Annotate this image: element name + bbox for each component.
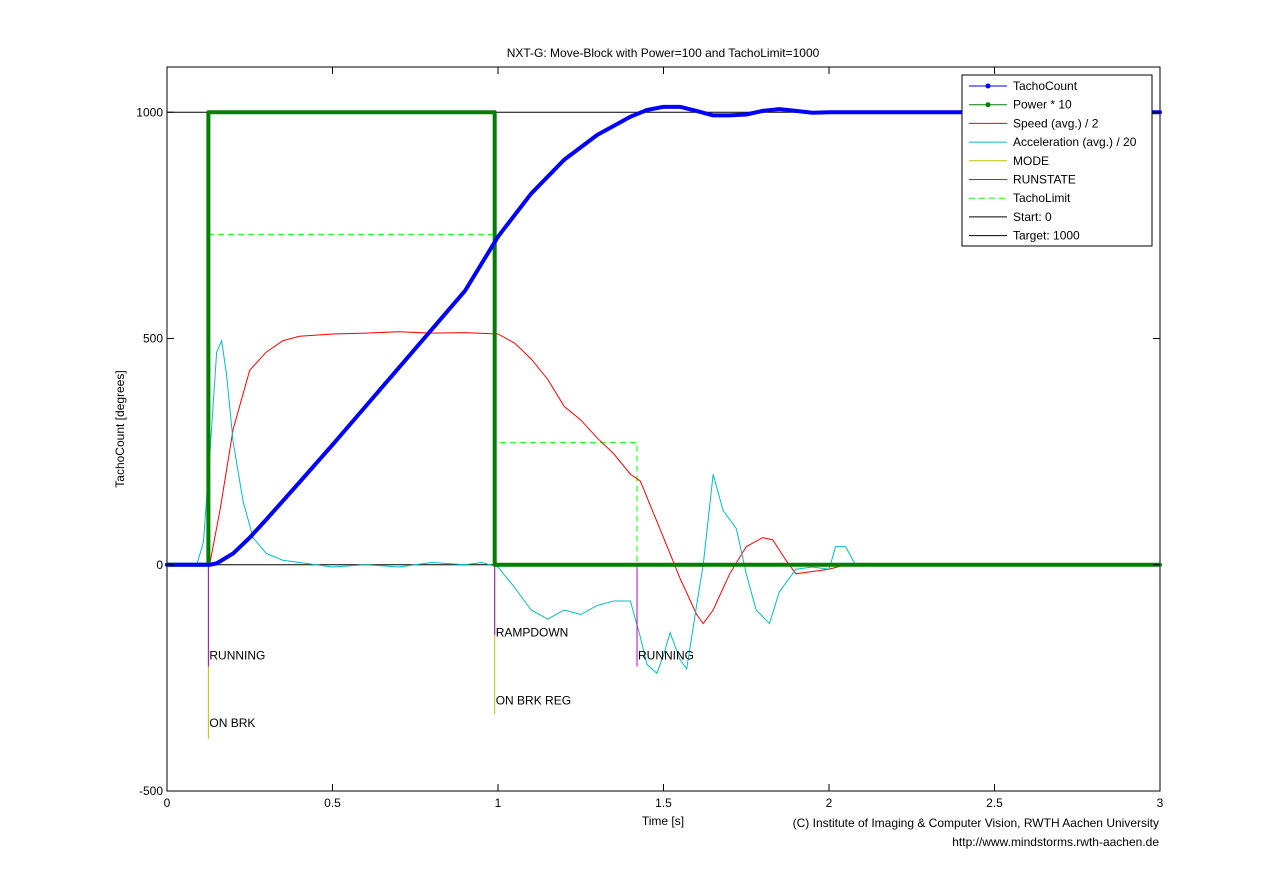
- series-speed-avg-2: [199, 331, 846, 625]
- legend-label: RUNSTATE: [1013, 173, 1076, 187]
- annotation-running: RUNNING: [209, 648, 265, 662]
- legend-label: MODE: [1013, 154, 1049, 168]
- annotation-running: RUNNING: [638, 648, 694, 662]
- series-acceleration-avg-20-line: [183, 338, 856, 675]
- legend-label: Speed (avg.) / 2: [1013, 116, 1099, 130]
- y-tick-label: 0: [156, 558, 163, 572]
- y-tick-label: -500: [139, 784, 163, 798]
- series-layer: [165, 104, 1162, 739]
- legend-label: Power * 10: [1013, 98, 1072, 112]
- legend-entry-power-10: Power * 10: [969, 98, 1072, 112]
- legend-label: TachoCount: [1013, 79, 1078, 93]
- annotation-on-brk-reg: ON BRK REG: [496, 694, 571, 708]
- annotation-on-brk: ON BRK: [209, 716, 255, 730]
- legend-entry-mode: MODE: [969, 154, 1049, 168]
- annotation-rampdown: RAMPDOWN: [496, 626, 569, 640]
- legend-entry-tacholimit: TachoLimit: [969, 191, 1071, 205]
- x-tick-label: 2: [826, 796, 833, 810]
- y-tick-label: 1000: [136, 105, 163, 119]
- legend-label: Target: 1000: [1013, 229, 1080, 243]
- y-axis-label: TachoCount [degrees]: [113, 370, 127, 487]
- legend-entry-acceleration-avg-20: Acceleration (avg.) / 20: [969, 135, 1137, 149]
- series-tachocount: [165, 104, 1162, 567]
- x-axis-label: Time [s]: [642, 814, 684, 828]
- y-tick-label: 500: [143, 332, 163, 346]
- legend-label: Start: 0: [1013, 210, 1052, 224]
- series-runstate: [207, 564, 638, 667]
- legend-entry-speed-avg-2: Speed (avg.) / 2: [969, 116, 1099, 130]
- legend-entry-tachocount: TachoCount: [969, 79, 1078, 93]
- annotation-layer: RUNNING ON BRK RAMPDOWN ON BRK REG RUNNING: [209, 626, 694, 731]
- legend-entry-runstate: RUNSTATE: [969, 173, 1076, 187]
- legend-entry-start-0: Start: 0: [969, 210, 1052, 224]
- series-speed-avg-2-line: [199, 331, 846, 625]
- x-tick-label: 0.5: [324, 796, 341, 810]
- credit-url: http://www.mindstorms.rwth-aachen.de: [952, 835, 1159, 849]
- legend-label: TachoLimit: [1013, 191, 1071, 205]
- chart-title: NXT-G: Move-Block with Power=100 and Tac…: [507, 46, 820, 60]
- legend-marker: [985, 102, 991, 108]
- x-tick-label: 0: [164, 796, 171, 810]
- series-tachocount-line: [165, 104, 1162, 567]
- x-tick-label: 1.5: [655, 796, 672, 810]
- legend-label: Acceleration (avg.) / 20: [1013, 135, 1137, 149]
- credit-institute: (C) Institute of Imaging & Computer Visi…: [792, 816, 1159, 830]
- x-tick-label: 1: [495, 796, 502, 810]
- x-tick-label: 2.5: [986, 796, 1003, 810]
- series-acceleration-avg-20: [183, 338, 856, 675]
- x-tick-label: 3: [1157, 796, 1164, 810]
- legend: TachoCount Power * 10 Speed (avg.) / 2 Acce…: [961, 74, 1153, 247]
- legend-marker: [985, 83, 991, 89]
- legend-entry-target-1000: Target: 1000: [969, 229, 1080, 243]
